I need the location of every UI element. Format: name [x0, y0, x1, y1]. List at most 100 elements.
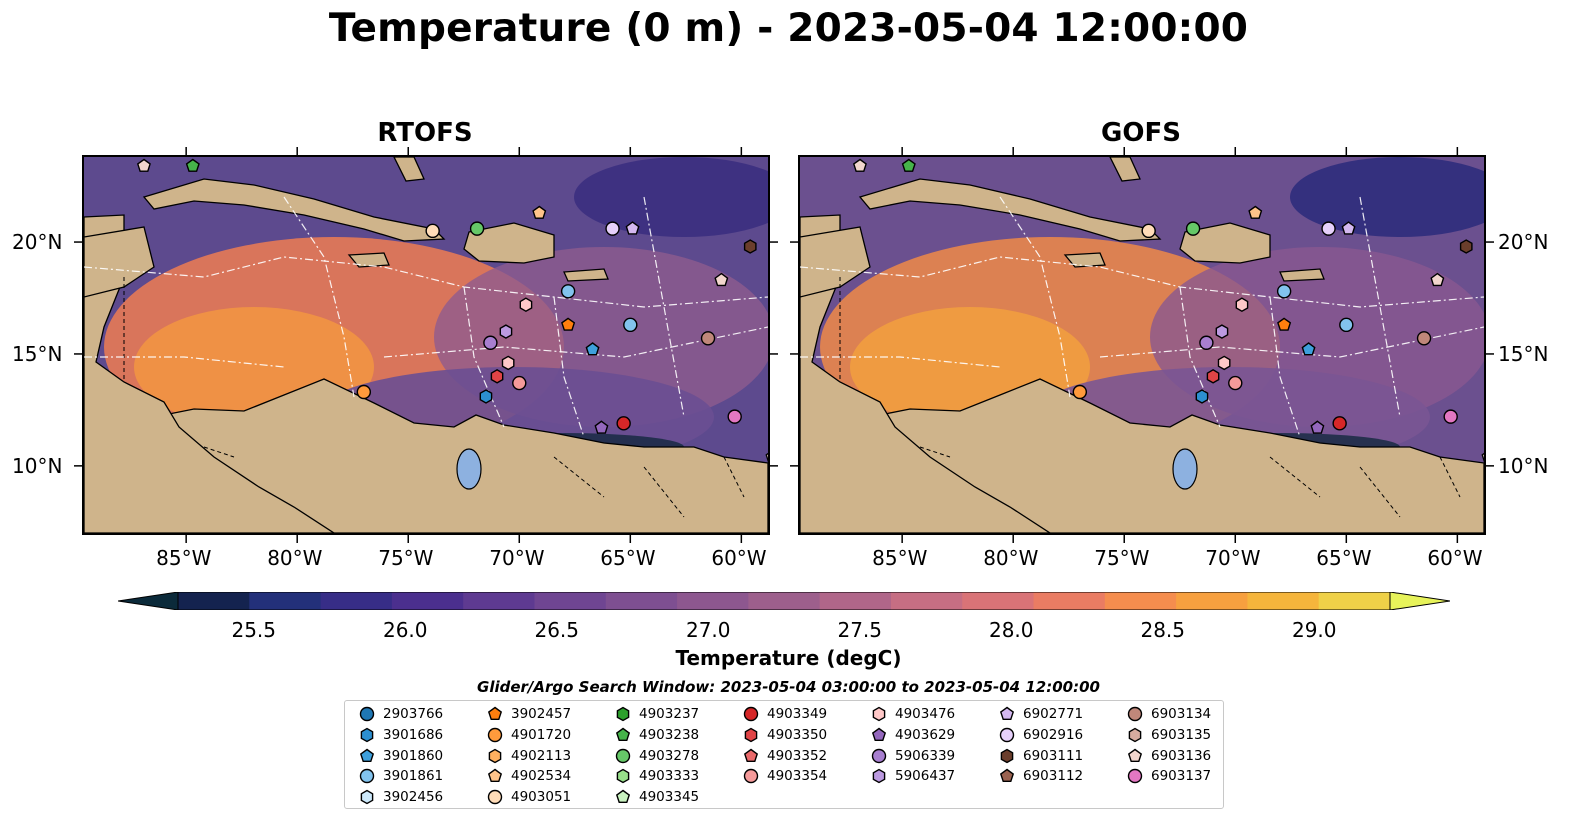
legend-marker-hexagon[interactable]	[872, 706, 886, 722]
legend-marker-pentagon[interactable]	[615, 789, 631, 804]
float-4903051[interactable]	[1141, 223, 1156, 239]
float-4903354[interactable]	[512, 375, 527, 391]
legend-marker-hexagon[interactable]	[872, 769, 886, 784]
float-3901861[interactable]	[560, 284, 576, 299]
float-4903278[interactable]	[469, 221, 485, 236]
float-6902771[interactable]	[625, 221, 640, 235]
legend-marker-hexagon[interactable]	[1000, 748, 1014, 763]
land-2	[142, 178, 446, 242]
float-4903278[interactable]	[1185, 221, 1201, 236]
y-tick-label-right: 10°N	[1498, 453, 1549, 478]
float-4903354[interactable]	[1228, 375, 1243, 391]
legend-marker-hexagon[interactable]	[488, 748, 502, 763]
float-6903134[interactable]	[1416, 331, 1432, 346]
float-6903111[interactable]	[743, 239, 757, 254]
legend-marker-hexagon[interactable]	[360, 789, 374, 805]
float-4903238[interactable]	[901, 158, 916, 172]
legend-marker-hexagon[interactable]	[616, 706, 630, 722]
legend-marker-circle[interactable]	[359, 706, 375, 722]
float-3901686[interactable]	[1195, 389, 1209, 404]
land-3	[1179, 222, 1271, 264]
colorbar-bin	[962, 592, 1035, 610]
float-4903629[interactable]	[1310, 420, 1325, 434]
float-3901860[interactable]	[1301, 342, 1316, 356]
legend-marker-circle[interactable]	[1127, 769, 1143, 784]
legend-marker-circle[interactable]	[871, 748, 887, 763]
legend-marker-pentagon[interactable]	[359, 748, 375, 762]
float-6903136[interactable]	[765, 450, 768, 463]
float-6903136[interactable]	[1481, 450, 1484, 463]
legend-marker-pentagon[interactable]	[615, 727, 631, 741]
float-6903134[interactable]	[700, 331, 716, 346]
legend-marker-hexagon[interactable]	[360, 727, 374, 743]
float-4903476[interactable]	[501, 355, 515, 371]
colorbar-title: Temperature (degC)	[675, 646, 902, 670]
float-3901861[interactable]	[1339, 317, 1354, 333]
legend-marker-circle[interactable]	[743, 769, 759, 784]
map-panel-gofs[interactable]	[798, 155, 1486, 535]
float-5906437[interactable]	[1215, 324, 1229, 339]
float-4903476[interactable]	[1235, 297, 1249, 313]
float-4901720[interactable]	[1072, 384, 1088, 400]
float-4903476[interactable]	[1217, 355, 1231, 371]
float-4902534[interactable]	[532, 205, 547, 219]
legend-marker-circle[interactable]	[1127, 706, 1143, 722]
legend-marker-hexagon[interactable]	[616, 769, 630, 784]
float-6902771[interactable]	[1341, 221, 1356, 235]
float-4903238[interactable]	[185, 158, 200, 172]
float-5906339[interactable]	[483, 335, 498, 350]
float-6903136[interactable]	[1430, 272, 1445, 287]
legend-marker-pentagon[interactable]	[999, 706, 1015, 721]
float-4903349[interactable]	[1332, 416, 1347, 431]
legend-marker-pentagon[interactable]	[999, 769, 1015, 783]
land-7	[393, 157, 425, 182]
legend-marker-pentagon[interactable]	[743, 748, 759, 762]
float-6903111[interactable]	[1459, 239, 1473, 254]
legend-marker-hexagon[interactable]	[1128, 727, 1142, 743]
colorbar-bin	[677, 592, 749, 610]
legend-marker-hexagon[interactable]	[744, 727, 758, 743]
float-4903476[interactable]	[519, 297, 533, 313]
float-6903137[interactable]	[727, 409, 742, 424]
x-tick-label: 65°W	[1316, 546, 1372, 570]
float-3901861[interactable]	[1276, 284, 1292, 299]
float-4902534[interactable]	[1248, 205, 1263, 219]
float-4903350[interactable]	[490, 368, 504, 384]
legend-marker-circle[interactable]	[359, 769, 375, 784]
float-6903136[interactable]	[714, 272, 729, 287]
land-4	[347, 252, 390, 268]
float-6903136[interactable]	[136, 158, 151, 172]
legend-label: 4903350	[767, 726, 828, 743]
legend-marker-pentagon[interactable]	[487, 769, 503, 783]
legend-marker-circle[interactable]	[743, 706, 759, 722]
float-3901861[interactable]	[623, 317, 638, 333]
float-5906437[interactable]	[499, 324, 513, 339]
legend-label: 3902457	[511, 706, 572, 722]
legend-marker-pentagon[interactable]	[1127, 748, 1143, 762]
float-4903629[interactable]	[594, 420, 609, 434]
float-3902457[interactable]	[1277, 317, 1292, 331]
map-panel-rtofs[interactable]	[82, 155, 770, 535]
float-6902916[interactable]	[605, 221, 620, 236]
legend-item: 2903766	[357, 705, 443, 723]
float-3901860[interactable]	[585, 342, 600, 356]
float-5906339[interactable]	[1199, 335, 1214, 350]
float-3901686[interactable]	[479, 389, 493, 404]
float-4903350[interactable]	[1206, 368, 1220, 384]
float-4901720[interactable]	[356, 384, 372, 400]
legend-marker-pentagon[interactable]	[487, 706, 503, 721]
legend-marker-circle[interactable]	[487, 727, 503, 742]
legend-marker-circle[interactable]	[999, 727, 1015, 742]
legend-title: Glider/Argo Search Window: 2023-05-04 03…	[477, 678, 1100, 696]
legend-item: 4903354	[741, 767, 827, 785]
float-3902457[interactable]	[561, 317, 576, 331]
float-6903136[interactable]	[852, 158, 867, 172]
float-6903137[interactable]	[1443, 409, 1458, 424]
legend-marker-pentagon[interactable]	[871, 727, 887, 741]
float-6902916[interactable]	[1321, 221, 1336, 236]
legend-marker-circle[interactable]	[487, 789, 503, 805]
legend-marker-circle[interactable]	[615, 748, 631, 763]
legend-label: 5906339	[895, 747, 956, 764]
float-4903349[interactable]	[616, 416, 631, 431]
float-4903051[interactable]	[425, 223, 440, 239]
